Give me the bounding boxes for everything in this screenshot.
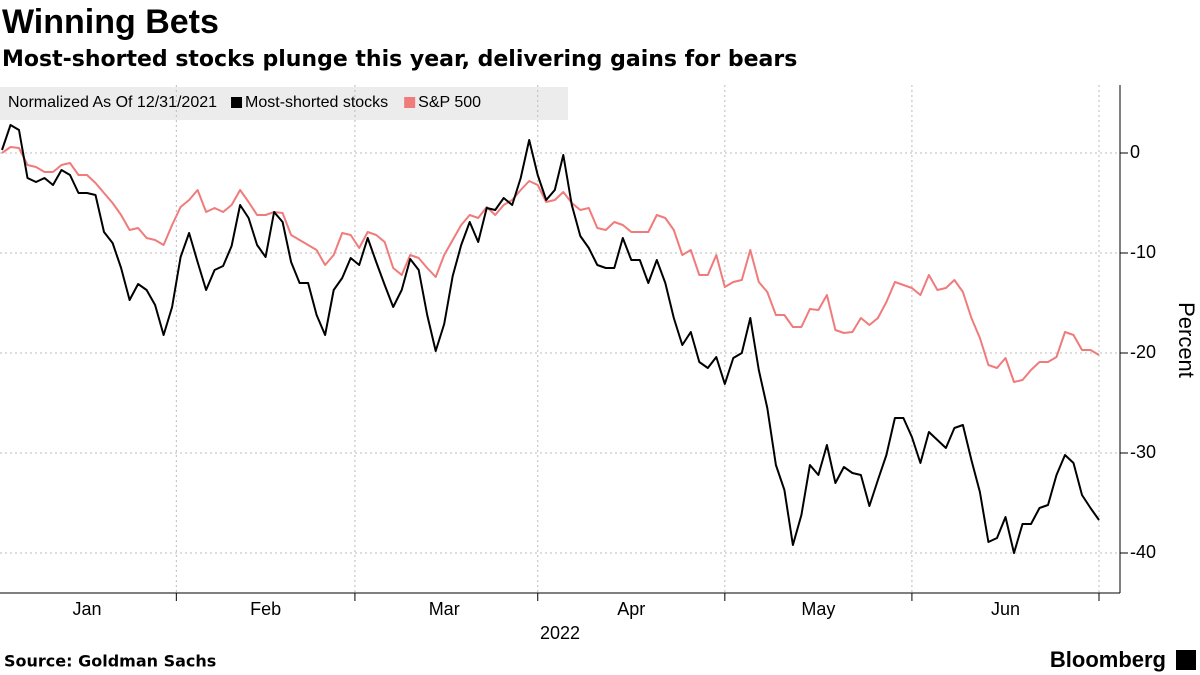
- chart-title: Winning Bets: [2, 3, 219, 41]
- y-tick-label: 0: [1130, 142, 1140, 162]
- x-tick-label: Feb: [250, 599, 281, 619]
- y-tick-label: -40: [1130, 542, 1156, 562]
- x-tick-label: May: [801, 599, 835, 619]
- legend-label: Most-shorted stocks: [245, 94, 388, 111]
- x-tick-label: Mar: [429, 599, 460, 619]
- brand-icon: [1176, 650, 1196, 670]
- brand: Bloomberg: [1050, 647, 1166, 672]
- x-tick-label: Apr: [617, 599, 645, 619]
- y-tick-label: -30: [1130, 442, 1156, 462]
- legend-swatch: [231, 97, 243, 108]
- x-tick-label: Jan: [73, 599, 102, 619]
- y-tick-label: -20: [1130, 342, 1156, 362]
- legend-background: [0, 87, 568, 120]
- y-tick-label: -10: [1130, 242, 1156, 262]
- legend-title: Normalized As Of 12/31/2021: [8, 94, 217, 111]
- source: Source: Goldman Sachs: [4, 652, 216, 671]
- series-line: [1, 146, 1100, 383]
- x-axis-label: 2022: [540, 623, 580, 643]
- chart-subtitle: Most-shorted stocks plunge this year, de…: [2, 47, 797, 72]
- x-tick-label: Jun: [991, 599, 1020, 619]
- series-line: [1, 124, 1100, 554]
- y-axis-label: Percent: [1174, 302, 1199, 378]
- legend-label: S&P 500: [418, 94, 481, 111]
- legend-swatch: [404, 97, 416, 108]
